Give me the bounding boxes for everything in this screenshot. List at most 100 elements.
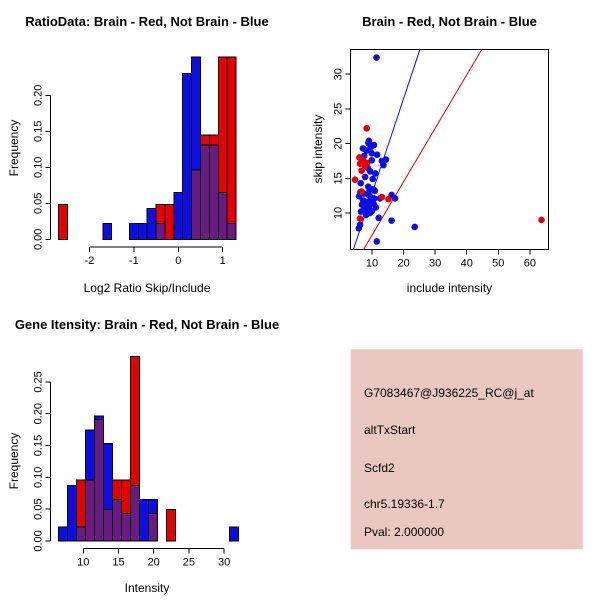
scatter-point-red	[538, 216, 545, 224]
scatter-point-red	[358, 188, 365, 195]
histogram-bar-red	[164, 204, 175, 240]
y-axis-label: Frequency	[7, 120, 21, 177]
scatter-point-red	[361, 162, 369, 170]
scatter-point-blue	[367, 143, 375, 151]
scatter-point-blue	[380, 161, 387, 169]
x-tick-label: 25	[183, 556, 195, 568]
x-tick-label: 15	[112, 556, 124, 568]
probe-id-text: G7083467@J936225_RC@j_at	[364, 386, 534, 400]
y-tick-label: 0.00	[33, 229, 45, 250]
scatter-point-blue	[357, 179, 364, 187]
scatter-point-red	[351, 176, 359, 183]
scatter-panel: Brain - Red, Not Brain - Blue include in…	[311, 14, 549, 295]
histogram-bar-red	[57, 204, 68, 240]
scatter-point-blue	[369, 175, 376, 183]
info-panel: G7083467@J936225_RC@j_at altTxStart Scfd…	[350, 349, 583, 550]
y-tick-label: 0.15	[33, 435, 45, 456]
scatter-point-red	[385, 195, 392, 203]
scatter-point-blue	[388, 217, 395, 224]
x-tick-label: 10	[77, 556, 89, 568]
y-tick-label: 0.10	[33, 467, 45, 488]
y-tick-label: 0.25	[33, 371, 45, 392]
histogram-bar-overlap	[75, 526, 86, 542]
histogram-bar-red	[226, 56, 237, 240]
scatter-point-blue	[368, 150, 376, 157]
gene-intensity-histogram-panel: Gene Itensity: Brain - Red, Not Brain - …	[7, 317, 279, 595]
scatter-point-blue	[373, 151, 381, 159]
x-tick-label: 20	[397, 257, 409, 269]
histogram-bar-overlap	[217, 192, 228, 240]
y-tick-label: 0.05	[33, 193, 45, 214]
histogram-bar-blue	[128, 222, 139, 240]
scatter-plot-area: 10 20 30 40 50 60 10 15 20 25 30	[333, 48, 549, 269]
y-tick-label: 20	[333, 137, 345, 149]
y-tick-label: 30	[333, 68, 345, 80]
histogram-bar-blue	[57, 526, 68, 542]
scatter-point-red	[356, 160, 364, 168]
x-tick-label: -1	[129, 255, 139, 267]
panel-title: RatioData: Brain - Red, Not Brain - Blue	[25, 14, 268, 29]
histogram-bar-overlap	[191, 169, 201, 240]
y-tick-label: 0.15	[33, 121, 45, 142]
y-tick-label: 0.10	[33, 157, 45, 178]
event-type-text: altTxStart	[364, 423, 416, 437]
histogram-bar-overlap	[200, 144, 210, 240]
x-tick-label: -2	[85, 255, 95, 267]
histogram-bar-blue	[182, 73, 193, 240]
y-axis-label: Frequency	[7, 433, 21, 490]
y-tick-label: 25	[333, 103, 345, 115]
gene-name-text: Scfd2	[364, 461, 395, 475]
x-tick-label: 60	[524, 257, 536, 269]
histogram-bar-overlap	[155, 222, 166, 240]
x-tick-label: 0	[175, 255, 181, 267]
histogram-bar-blue	[138, 499, 149, 542]
histogram-bar-overlap	[93, 418, 104, 542]
y-tick-label: 0.20	[33, 85, 45, 106]
histogram-bar-overlap	[111, 499, 122, 542]
histogram-bar-overlap	[208, 144, 219, 240]
y-axis-label: skip intensity	[311, 115, 325, 184]
x-tick-label: 50	[492, 257, 504, 269]
x-axis-label: Intensity	[125, 581, 170, 595]
histogram-bar-red	[165, 509, 176, 542]
x-axis-label: Log2 Ratio Skip/Include	[84, 281, 211, 295]
x-tick-label: 10	[366, 257, 378, 269]
scatter-point-red	[378, 193, 386, 201]
histogram-plot-area: -2 -1 0 1 0.00 0.05 0.10 0.15 0.20	[33, 56, 237, 267]
histogram-bar-overlap	[84, 479, 95, 542]
fit-line-red	[362, 48, 483, 251]
scatter-point-red	[358, 167, 365, 174]
histogram-bar-blue	[173, 192, 184, 240]
scatter-point-red	[356, 215, 364, 222]
x-axis-label: include intensity	[407, 281, 492, 295]
histogram-bar-overlap	[129, 485, 140, 542]
scatter-point-blue	[411, 223, 418, 231]
x-tick-label: 1	[220, 255, 226, 267]
locus-text: chr5.19336-1.7	[364, 497, 445, 511]
scatter-point-red	[363, 125, 370, 132]
info-panel-background	[350, 349, 583, 550]
scatter-point-blue	[373, 238, 381, 245]
scatter-point-blue	[357, 208, 365, 215]
histogram-bar-blue	[137, 222, 148, 240]
scatter-point-blue	[371, 187, 379, 195]
scatter-point-blue	[362, 211, 370, 219]
x-tick-label: 30	[218, 556, 230, 568]
scatter-point-blue	[363, 147, 370, 154]
scatter-point-blue	[355, 224, 363, 232]
histogram-bar-blue	[146, 207, 157, 240]
scatter-point-blue	[371, 170, 379, 177]
plot-box	[350, 48, 549, 250]
histogram-bar-overlap	[147, 513, 158, 542]
histogram-bar-overlap	[102, 509, 113, 542]
scatter-point-blue	[355, 193, 363, 200]
histogram-bar-overlap	[120, 513, 131, 542]
scatter-point-blue	[361, 173, 369, 181]
histogram-bar-blue	[229, 526, 240, 542]
panel-title: Brain - Red, Not Brain - Blue	[362, 14, 537, 29]
y-tick-label: 0.20	[33, 403, 45, 424]
pval-text: Pval: 2.000000	[364, 525, 444, 539]
scatter-point-blue	[366, 168, 374, 175]
